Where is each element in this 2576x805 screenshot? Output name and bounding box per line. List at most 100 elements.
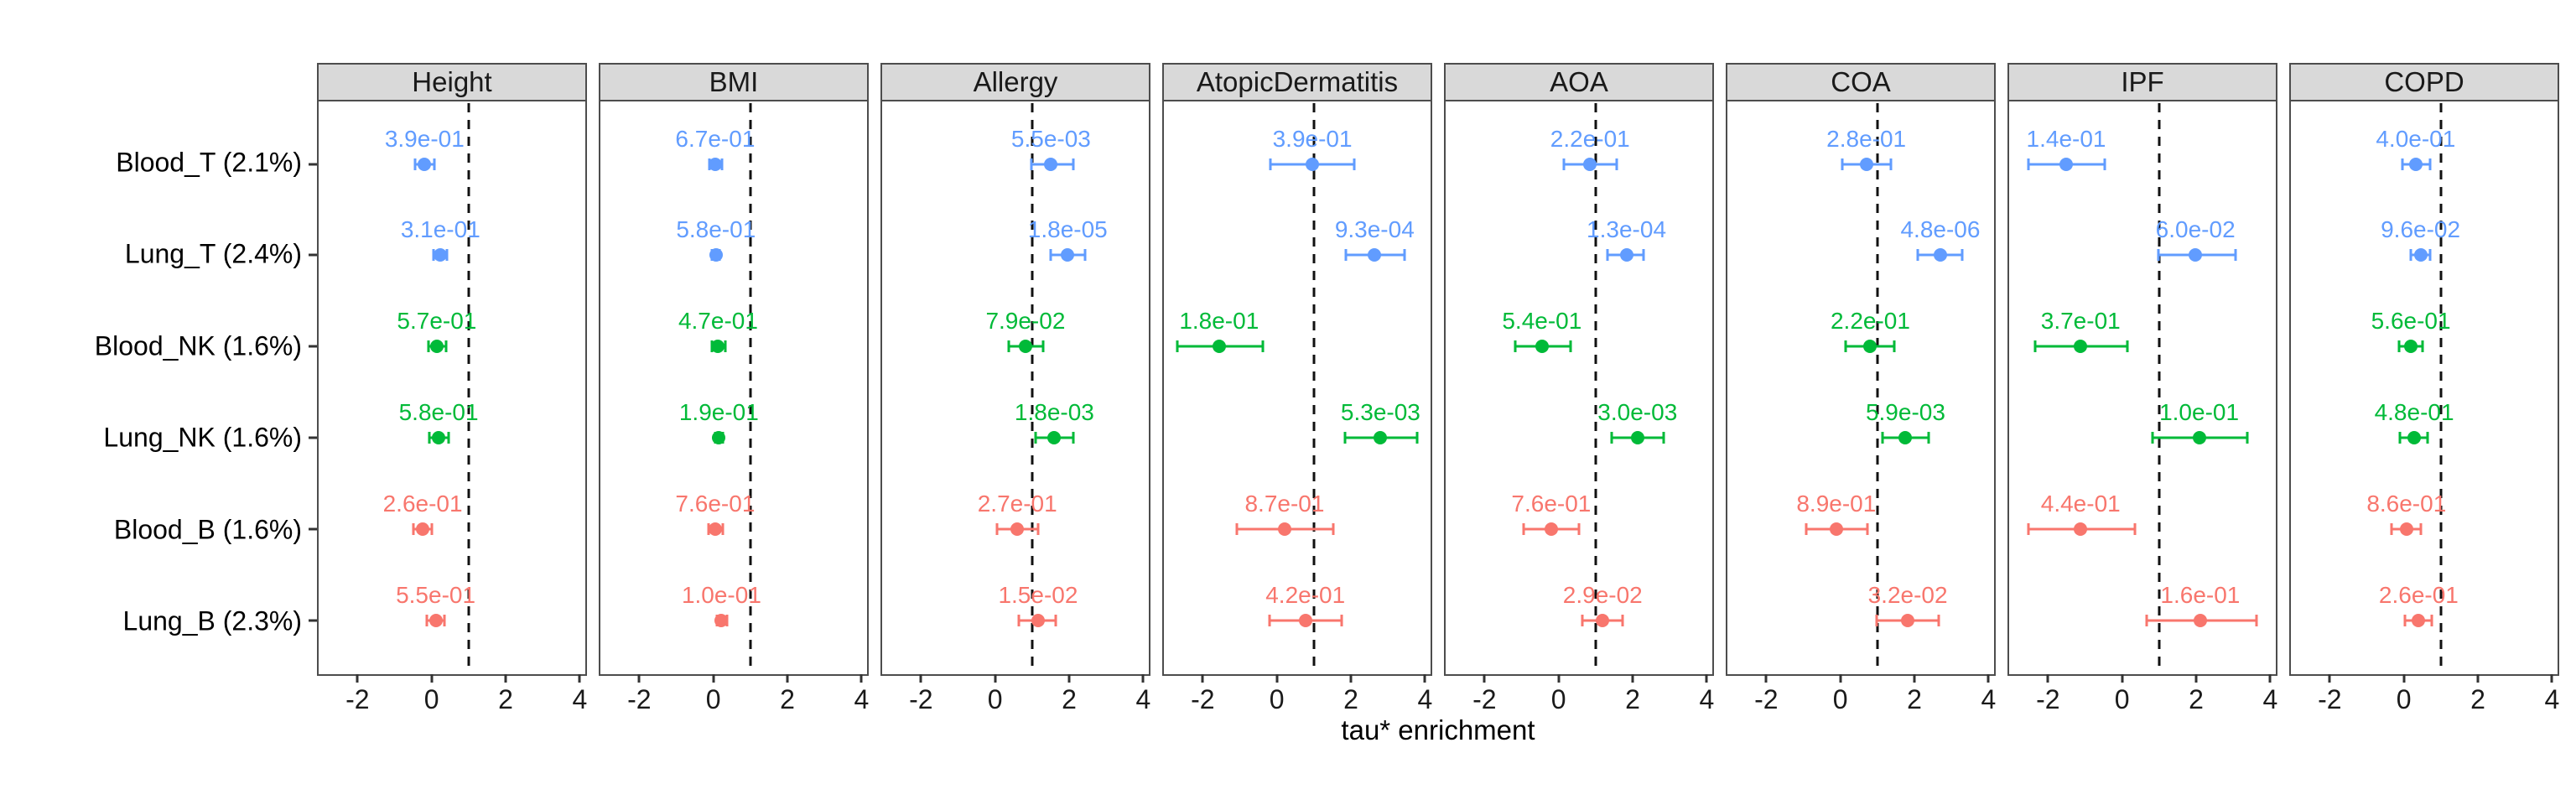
error-bar-cap-high xyxy=(1866,522,1868,535)
error-bar-cap-high xyxy=(1036,522,1039,535)
estimate-point xyxy=(2189,248,2203,262)
reference-line xyxy=(1876,103,1879,673)
error-bar-cap-low xyxy=(1805,522,1808,535)
facet-strip-label: Allergy xyxy=(973,66,1058,97)
x-axis-tick-label: -2 xyxy=(909,684,933,714)
x-axis-tick xyxy=(2268,674,2272,683)
error-bar-cap-low xyxy=(1881,431,1884,444)
facet-strip: AtopicDermatitis xyxy=(1162,63,1432,100)
error-bar-cap-low xyxy=(413,158,417,170)
x-axis-tick xyxy=(578,674,581,683)
p-value-label: 5.3e-03 xyxy=(1340,398,1420,425)
x-axis-tick-label: 2 xyxy=(1343,684,1358,714)
p-value-label: 5.4e-01 xyxy=(1502,308,1582,335)
error-bar-cap-high xyxy=(2255,614,2258,626)
panel-plot: -2 0 2 4 5.5e-03 1.8e-05 7.9e-02 1.8e-03 2.7e-01… xyxy=(880,100,1150,714)
p-value-label: 5.5e-03 xyxy=(1010,125,1091,152)
x-axis-tick-label: 2 xyxy=(780,684,795,714)
p-value-label: 3.2e-02 xyxy=(1867,581,1948,608)
error-bar-cap-low xyxy=(1610,431,1613,444)
error-bar-cap-low xyxy=(1176,340,1179,353)
error-bar-cap-low xyxy=(2145,614,2148,626)
y-axis-label-lung_b: Lung_B (2.3%) xyxy=(122,605,302,636)
error-bar-cap-high xyxy=(2126,340,2129,353)
estimate-point xyxy=(714,613,729,627)
reference-line xyxy=(2439,103,2443,673)
error-bar-cap-low xyxy=(707,522,710,535)
p-value-label: 2.2e-01 xyxy=(1550,125,1630,152)
p-value-label: 1.9e-01 xyxy=(678,398,759,425)
x-axis-tick xyxy=(2550,674,2553,683)
reference-line xyxy=(1312,103,1316,673)
facet-panel-bmi: BMI -2 0 2 4 6.7e-01 5.8e-01 4.7e-01 1.9e-01 7.6e… xyxy=(599,63,869,714)
x-axis-tick-label: 4 xyxy=(1981,684,1997,714)
p-value-label: 3.9e-01 xyxy=(1272,125,1353,152)
estimate-point xyxy=(1859,157,1873,171)
p-value-label: 6.7e-01 xyxy=(675,125,756,152)
error-bar-cap-high xyxy=(1662,431,1665,444)
estimate-point xyxy=(1583,157,1597,171)
x-axis-tick-label: -2 xyxy=(1754,684,1779,714)
x-axis-tick xyxy=(1483,674,1486,683)
estimate-point xyxy=(1933,248,1947,262)
x-axis-tick-label: 4 xyxy=(854,684,870,714)
error-bar-cap-high xyxy=(1937,614,1940,626)
y-axis-tick xyxy=(309,527,317,531)
error-bar-cap-high xyxy=(2428,158,2432,170)
error-bar-cap-low xyxy=(427,340,430,353)
p-value-label: 3.1e-01 xyxy=(400,216,480,243)
error-bar-cap-low xyxy=(412,522,415,535)
x-axis-tick-label: -2 xyxy=(1472,684,1497,714)
estimate-point xyxy=(1619,248,1633,262)
reference-line xyxy=(2158,103,2161,673)
facet-strip: BMI xyxy=(599,63,869,100)
panel-plot: -2 0 2 4 2.8e-01 4.8e-06 2.2e-01 5.9e-03 8.9e-01… xyxy=(1726,100,1996,714)
facet-panel-ipf: IPF -2 0 2 4 1.4e-01 6.0e-02 3.7e-01 1.0e-01 4.4e… xyxy=(2007,63,2277,714)
p-value-label: 8.9e-01 xyxy=(1796,490,1877,517)
error-bar-cap-low xyxy=(1235,522,1239,535)
x-axis-tick xyxy=(712,674,715,683)
error-bar-cap-high xyxy=(721,522,724,535)
x-axis-tick-label: 2 xyxy=(1907,684,1922,714)
error-bar-cap-high xyxy=(2234,249,2237,262)
panel-plot: -2 0 2 4 6.7e-01 5.8e-01 4.7e-01 1.9e-01 7.6e-01… xyxy=(599,100,869,714)
facet-strip-label: Height xyxy=(412,66,492,97)
estimate-point xyxy=(2407,430,2422,444)
x-axis-tick xyxy=(637,674,641,683)
x-axis-tick xyxy=(860,674,863,683)
error-bar-cap-low xyxy=(1344,249,1348,262)
x-axis-tick-label: -2 xyxy=(627,684,652,714)
y-axis-label-lung_t: Lung_T (2.4%) xyxy=(124,238,302,269)
facet-panel-height: Height -2 0 2 4 3.9e-01 3.1e-01 5.7e-01 5.8e-01 2… xyxy=(309,63,587,714)
error-bar-cap-low xyxy=(1268,614,1271,626)
estimate-point xyxy=(1010,522,1025,536)
estimate-point xyxy=(2413,248,2428,262)
error-bar-cap-high xyxy=(1927,431,1930,444)
y-axis-labels: Blood_T (2.1%) Lung_T (2.4%) Blood_NK (1.6… xyxy=(0,100,307,676)
x-axis-tick-label: 0 xyxy=(1269,684,1285,714)
x-axis-tick xyxy=(2194,674,2198,683)
estimate-point xyxy=(1212,340,1226,354)
error-bar-cap-high xyxy=(1615,158,1618,170)
error-bar-cap-high xyxy=(1889,158,1893,170)
error-bar-cap-high xyxy=(1621,614,1624,626)
estimate-point xyxy=(1630,430,1644,444)
error-bar-cap-low xyxy=(1034,431,1037,444)
error-bar-cap-low xyxy=(2403,614,2407,626)
x-axis-tick-label: 2 xyxy=(498,684,513,714)
estimate-point xyxy=(1544,522,1558,536)
p-value-label: 2.6e-01 xyxy=(2378,581,2459,608)
error-bar-cap-low xyxy=(2401,158,2404,170)
error-bar-cap-high xyxy=(444,340,448,353)
x-axis-tick xyxy=(2476,674,2480,683)
p-value-label: 2.6e-01 xyxy=(382,490,463,517)
x-axis-tick-label: 4 xyxy=(2262,684,2278,714)
y-axis-label-blood_t: Blood_T (2.1%) xyxy=(116,147,302,178)
estimate-point xyxy=(1535,340,1549,354)
panel-plot: -2 0 2 4 3.9e-01 3.1e-01 5.7e-01 5.8e-01 2.6e-01… xyxy=(309,100,587,714)
error-bar-cap-low xyxy=(1269,158,1272,170)
panel-plot: -2 0 2 4 1.4e-01 6.0e-02 3.7e-01 1.0e-01 4.4e-01… xyxy=(2007,100,2277,714)
p-value-label: 1.0e-01 xyxy=(681,581,761,608)
x-axis-tick-label: -2 xyxy=(2318,684,2342,714)
y-axis-label-lung_nk: Lung_NK (1.6%) xyxy=(103,422,302,453)
